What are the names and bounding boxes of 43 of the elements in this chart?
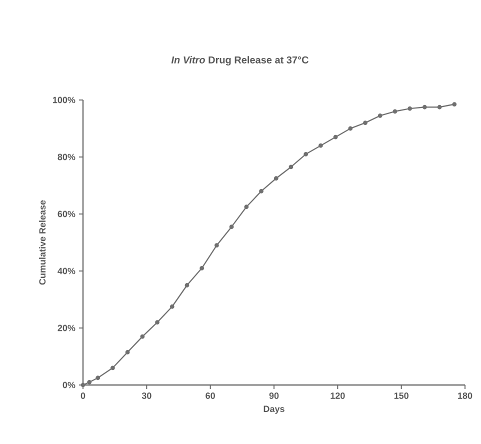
point: [170, 304, 174, 309]
point: [318, 143, 323, 148]
x-axis-title: Days: [264, 406, 284, 414]
point: [184, 283, 190, 288]
point: [333, 134, 338, 140]
point: [140, 334, 145, 339]
point: [200, 266, 204, 270]
point: [452, 102, 457, 106]
point: [408, 106, 412, 111]
point: [363, 120, 368, 125]
x-tick-label: 60: [206, 392, 215, 399]
y-axis-title: Cumulative Release: [38, 200, 46, 285]
x-tick-label: 120: [330, 392, 345, 399]
point: [304, 152, 308, 156]
point: [214, 243, 219, 248]
point: [422, 104, 427, 110]
point: [87, 380, 92, 384]
x-tick-label: 30: [142, 392, 152, 399]
point: [392, 109, 398, 114]
y-tick-label: 80%: [58, 154, 76, 160]
point: [244, 204, 249, 210]
point: [96, 376, 100, 380]
point: [125, 350, 130, 354]
x-tick-label: 0: [80, 392, 86, 399]
point: [348, 126, 353, 131]
point: [378, 113, 382, 118]
point: [229, 224, 234, 230]
x-tick-label: 180: [458, 392, 472, 399]
y-tick-label: 60%: [58, 210, 76, 218]
y-tick-label: 100%: [53, 96, 76, 104]
point: [274, 176, 278, 181]
point: [80, 382, 86, 388]
y-tick-label: 0%: [62, 382, 76, 388]
point: [155, 320, 160, 324]
point: [288, 164, 294, 170]
y-tick-label: 20%: [58, 324, 76, 332]
y-tick-label: 40%: [58, 268, 76, 274]
point: [110, 366, 115, 370]
chart-title: In Vitro Drug Release at 37°C: [171, 56, 308, 66]
x-tick-label: 90: [269, 392, 279, 399]
x-tick-label: 150: [394, 392, 408, 399]
point: [437, 104, 442, 110]
point: [259, 189, 264, 194]
